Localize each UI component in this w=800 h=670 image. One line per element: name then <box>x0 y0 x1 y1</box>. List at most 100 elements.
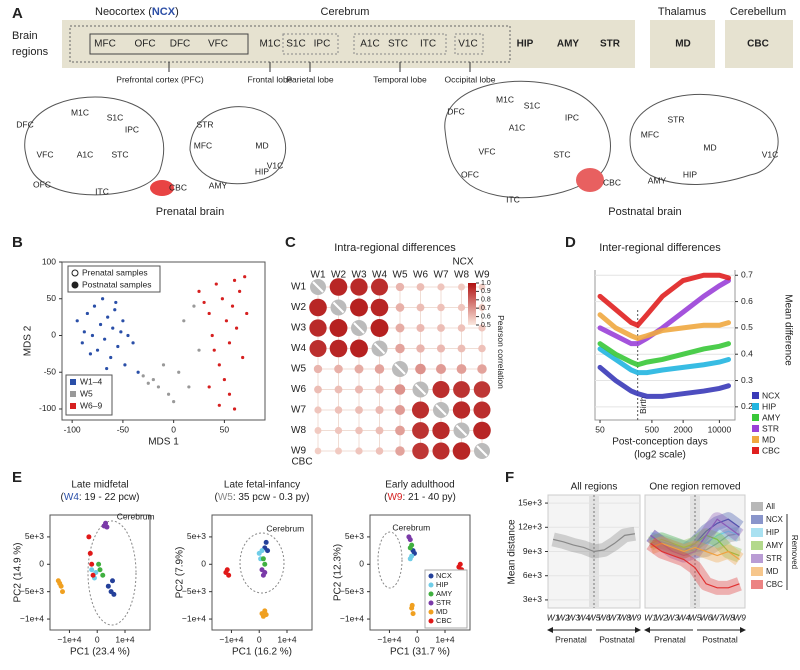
period-label: Postnatal <box>599 634 635 644</box>
x-tick-label: W3 <box>567 612 580 622</box>
annotation: Cerebrum <box>392 522 430 532</box>
point <box>109 355 113 360</box>
legend-marker <box>428 582 434 588</box>
cerebellum-box <box>725 20 793 68</box>
legend-box <box>424 569 468 629</box>
y-tick-label: 9e+3 <box>523 546 542 556</box>
panel-letter: A <box>12 5 23 22</box>
ncx-box <box>69 25 511 63</box>
cell <box>309 298 327 317</box>
chart-subtitle: (W4: 19 - 22 pcw) <box>61 492 140 503</box>
region-label: VFC <box>208 39 228 50</box>
point <box>207 311 211 316</box>
cell <box>314 427 322 434</box>
cell <box>478 304 486 311</box>
cell <box>457 344 466 353</box>
brain-region-label: M1C <box>496 94 514 104</box>
legend-label: NCX <box>762 390 780 400</box>
legend-label: MD <box>762 434 775 444</box>
point <box>172 400 176 404</box>
x-axis-label: PC1 (31.7 %) <box>390 647 450 658</box>
point <box>89 567 95 573</box>
legend-label: Prenatal samples <box>82 267 148 277</box>
brain-region-label: CBC <box>169 182 187 192</box>
point <box>409 602 415 608</box>
point <box>121 319 125 323</box>
cerebrum-label: Cerebrum <box>321 6 370 18</box>
x-axis-label: PC1 (16.2 %) <box>232 647 292 658</box>
point <box>123 363 127 367</box>
x-tick-label: W5 <box>689 612 702 622</box>
legend-swatch <box>751 567 763 576</box>
y-axis-label: Mean distance <box>507 519 518 584</box>
region-label: A1C <box>360 39 379 50</box>
cell <box>329 319 348 337</box>
x-tick-label: -100 <box>64 424 81 434</box>
brain-region-label: AMY <box>648 175 667 185</box>
colorbar <box>468 283 476 325</box>
point <box>141 374 145 378</box>
x-tick-label: 1e+4 <box>435 634 454 644</box>
x-tick-label: 0 <box>415 634 420 644</box>
legend-swatch <box>751 541 763 550</box>
y-tick-label: −5e+3 <box>340 586 364 596</box>
y-tick-label: 6e+3 <box>523 570 542 580</box>
point <box>227 341 232 345</box>
legend-swatch <box>751 515 763 524</box>
region-label: CBC <box>747 39 769 50</box>
point <box>260 556 266 562</box>
brain-region-label: DFC <box>16 119 33 129</box>
point <box>104 524 110 530</box>
cell <box>458 283 465 291</box>
point <box>82 330 86 334</box>
column-label: W3 <box>352 270 367 281</box>
cell <box>355 406 363 414</box>
legend-swatch <box>70 403 76 409</box>
cell <box>375 405 384 415</box>
x-tick-label: 2000 <box>674 424 693 434</box>
panel-letter: B <box>12 234 23 251</box>
y-axis-label: MDS 2 <box>23 325 34 356</box>
y-tick-label: 0 <box>201 559 206 569</box>
cell <box>354 385 364 394</box>
cerebrum-box <box>62 20 635 68</box>
panel-letter: F <box>505 469 514 486</box>
x-tick-label: 0 <box>257 634 262 644</box>
chart-title: Late fetal-infancy <box>224 480 300 491</box>
colorbar-tick-label: 0.7 <box>481 305 491 312</box>
row-label: W6 <box>291 384 306 395</box>
cell <box>395 282 405 292</box>
brain-region-label: HIP <box>255 166 270 176</box>
column-label: W2 <box>331 270 346 281</box>
x-tick-label: 1e+4 <box>115 634 134 644</box>
colorbar-tick-label: 1.0 <box>481 280 491 287</box>
point <box>226 572 232 578</box>
point <box>263 539 269 545</box>
diagonal-slash <box>394 363 406 375</box>
x-tick-label: −1e+4 <box>377 634 401 644</box>
legend-marker <box>428 573 434 579</box>
region-label: STR <box>600 39 621 50</box>
point <box>207 385 211 389</box>
point <box>409 553 415 559</box>
x-axis-label: PC1 (23.4 %) <box>70 647 130 658</box>
point <box>243 275 247 279</box>
line <box>597 364 732 399</box>
panel-letter: C <box>285 234 296 251</box>
x-tick-label: W1 <box>644 612 657 622</box>
point <box>113 308 117 312</box>
cell <box>355 447 363 455</box>
cell <box>452 401 471 419</box>
point <box>151 377 155 382</box>
legend-label: STR <box>436 598 452 607</box>
cerebrum-outline <box>87 520 137 626</box>
region-label: AMY <box>557 39 580 50</box>
annotation: Birth <box>638 396 648 414</box>
cell <box>457 303 466 312</box>
y-axis-label: PC2 (7.9%) <box>175 547 186 599</box>
legend-swatch <box>751 528 763 537</box>
cell <box>329 339 348 358</box>
subtitle-part: ( <box>61 492 65 503</box>
y-tick-label: −1e+4 <box>20 613 44 623</box>
legend-label: All <box>766 502 775 511</box>
